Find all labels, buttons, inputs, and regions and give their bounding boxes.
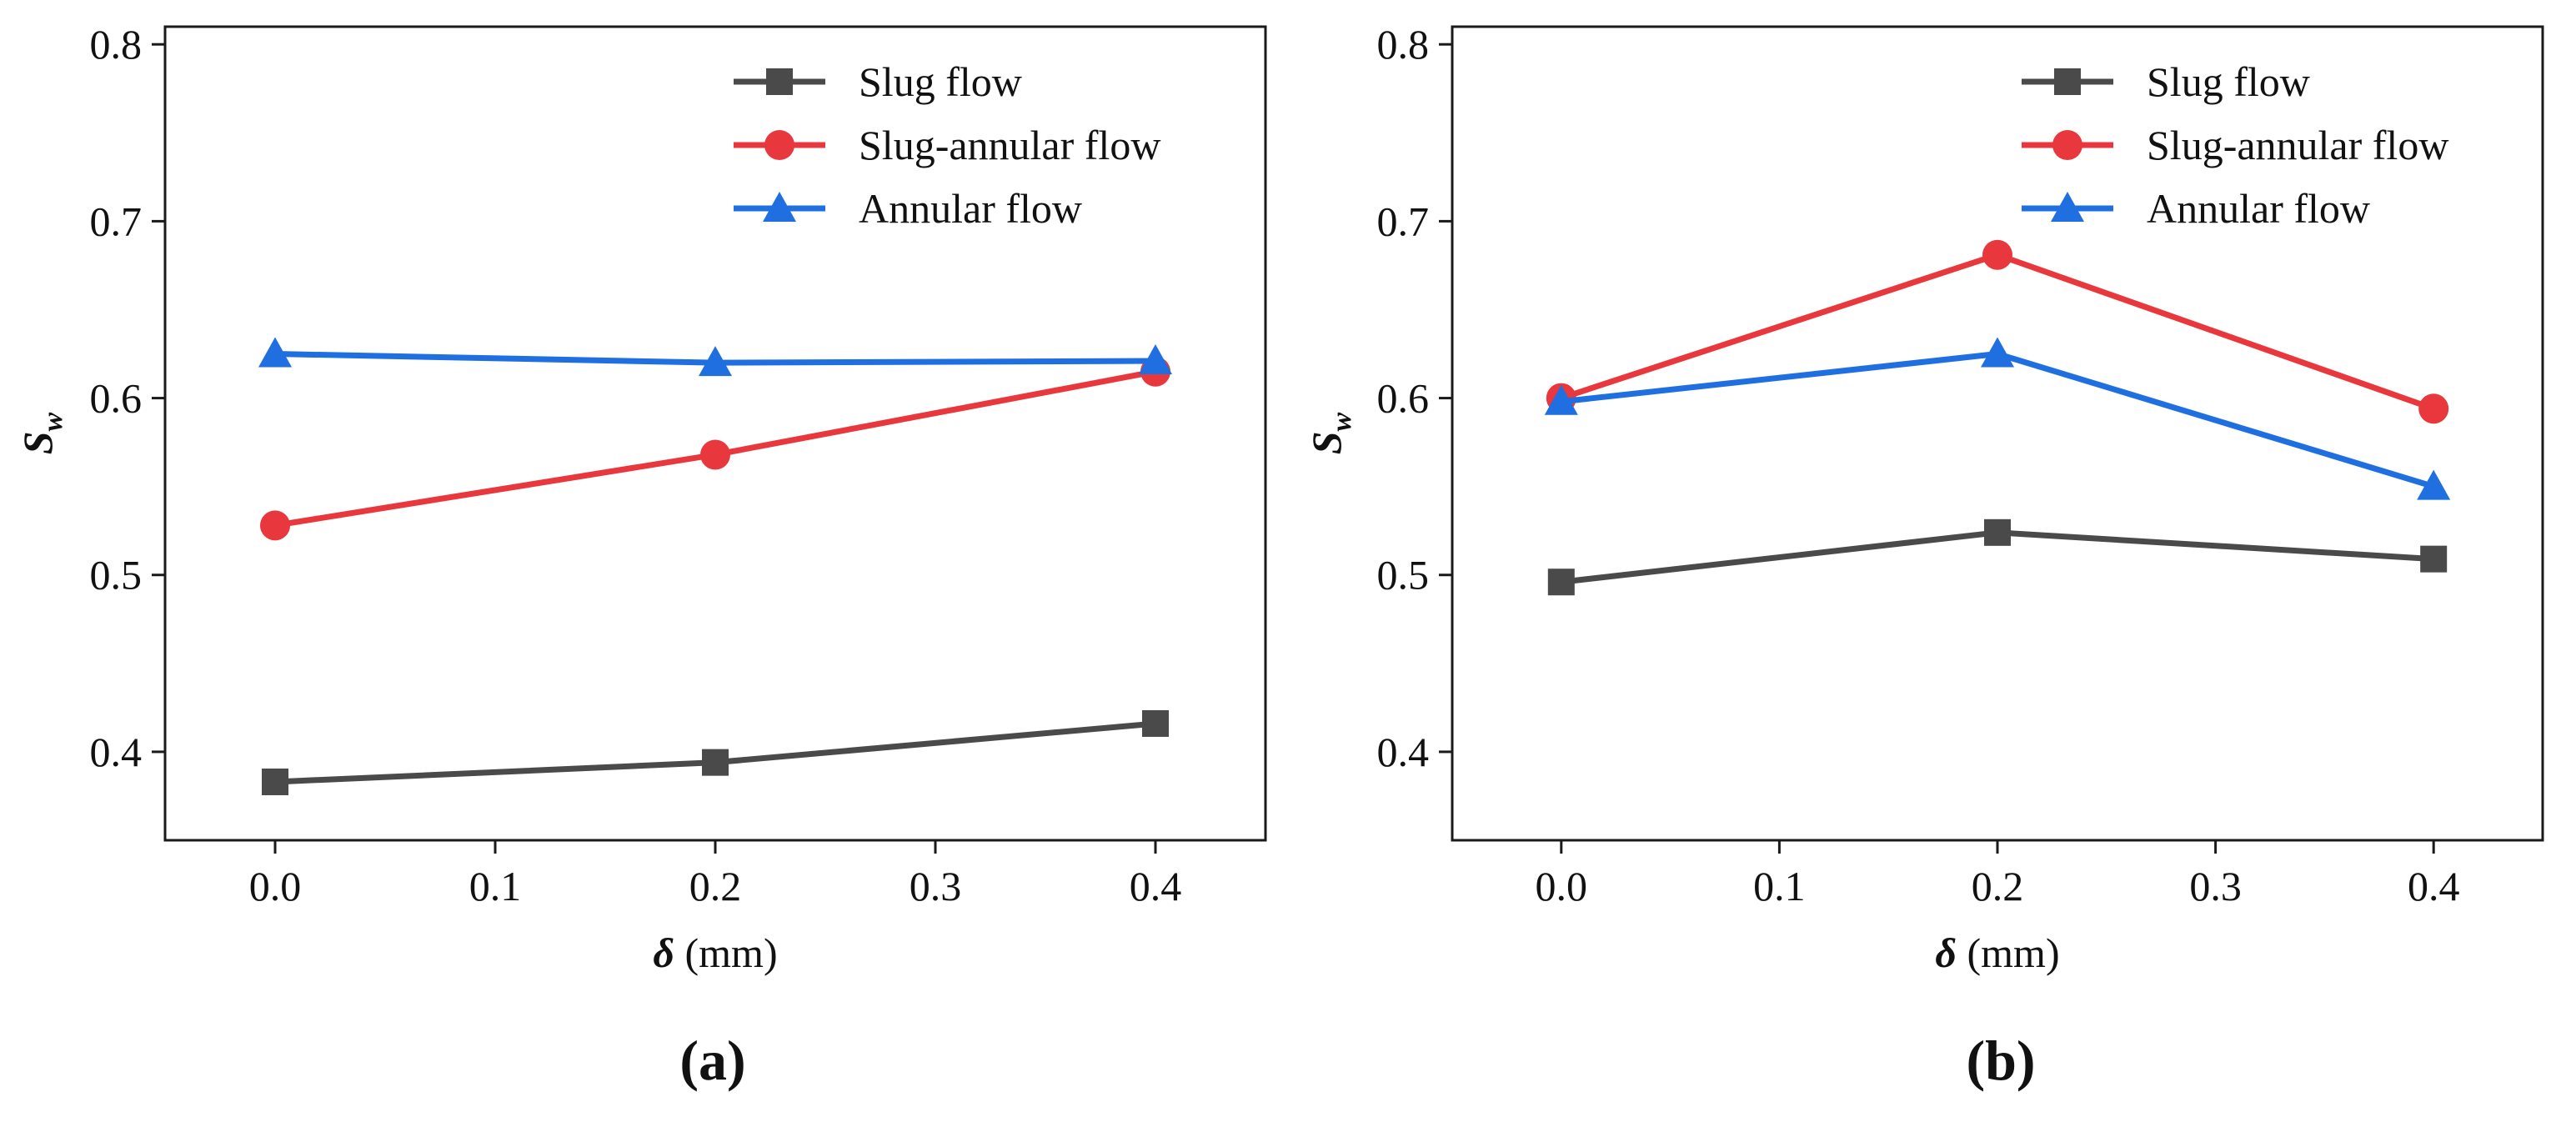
- legend-label: Slug-annular flow: [859, 122, 1160, 168]
- chart-panel-b: 0.0 0.1 0.2 0.3 0.4 0.4 0.5 0.6 0.7 0.8 δ (mm) Sw Sl…: [1303, 21, 2544, 976]
- legend-label: Annular flow: [2147, 185, 2370, 232]
- legend-marker: [2051, 192, 2084, 222]
- y-tick-label: 0.5: [90, 552, 143, 599]
- data-point: [262, 768, 288, 795]
- series-slug-flowa: [262, 709, 1169, 795]
- x-tick-label: 0.0: [1536, 863, 1588, 909]
- data-point: [699, 346, 732, 377]
- data-point: [2418, 393, 2449, 424]
- y-tick-label: 0.6: [1377, 375, 1430, 422]
- y-tick-label: 0.8: [1377, 21, 1430, 68]
- legend-marker: [763, 192, 796, 222]
- data-point: [2420, 545, 2448, 573]
- legend-label: Annular flow: [859, 185, 1082, 232]
- legend-entry: Slug flow: [2022, 58, 2310, 105]
- x-tick-label: 0.1: [469, 863, 522, 909]
- legend-label: Slug flow: [2147, 58, 2310, 105]
- data-point: [1981, 337, 2014, 368]
- y-tick-label: 0.8: [90, 21, 143, 68]
- series-line: [1561, 351, 2435, 490]
- data-point: [1142, 709, 1169, 737]
- data-point: [702, 749, 729, 776]
- x-tick-label: 0.0: [249, 863, 302, 909]
- x-tick-label: 0.4: [1130, 863, 1182, 909]
- series-annular-flowb: [1544, 337, 2451, 500]
- x-axis-title: δ (mm): [653, 929, 777, 976]
- series-slug-annular-flowb: [1546, 239, 2449, 424]
- x-tick-label: 0.3: [910, 863, 962, 909]
- y-tick-label: 0.4: [1377, 729, 1430, 775]
- legend-marker: [2052, 130, 2082, 160]
- data-point: [1982, 239, 2012, 270]
- data-point: [1544, 384, 1578, 415]
- series-slug-annular-flowa: [260, 356, 1170, 541]
- y-tick-label: 0.6: [90, 375, 143, 422]
- x-tick-label: 0.2: [689, 863, 742, 909]
- legend-label: Slug-annular flow: [2147, 122, 2448, 168]
- data-point: [258, 337, 292, 368]
- data-point: [2417, 469, 2451, 500]
- panel-label-b: (b): [1966, 1029, 2035, 1092]
- legend-entry: Slug flow: [734, 58, 1022, 105]
- legend-entry: Annular flow: [734, 185, 1082, 232]
- legend-entry: Annular flow: [2022, 185, 2370, 232]
- data-point: [700, 439, 730, 470]
- legend-marker: [2054, 68, 2081, 95]
- legend-entry: Slug-annular flow: [734, 122, 1160, 168]
- y-tick-label: 0.4: [90, 729, 143, 775]
- panel-label-a: (a): [679, 1029, 745, 1092]
- y-tick-label: 0.7: [1377, 198, 1430, 244]
- data-point: [1139, 344, 1172, 375]
- data-point: [260, 510, 290, 541]
- x-tick-label: 0.4: [2408, 863, 2460, 909]
- series-annular-flowa: [258, 337, 1172, 377]
- data-point: [1547, 569, 1575, 596]
- x-tick-label: 0.2: [1972, 863, 2024, 909]
- y-tick-label: 0.7: [90, 198, 143, 244]
- data-point: [1984, 518, 2011, 546]
- chart-panel-a: 0.0 0.1 0.2 0.3 0.4 0.4 0.5 0.6 0.7 0.8 δ (mm) Sw Sl…: [14, 21, 1267, 976]
- y-tick-label: 0.5: [1377, 552, 1430, 599]
- y-axis-title: Sw: [1303, 412, 1357, 454]
- y-axis-title: Sw: [14, 412, 68, 454]
- x-tick-label: 0.1: [1753, 863, 1806, 909]
- legend-marker: [764, 130, 794, 160]
- legend-marker: [766, 68, 793, 95]
- legend-entry: Slug-annular flow: [2022, 122, 2448, 168]
- x-tick-label: 0.3: [2189, 863, 2242, 909]
- legend-label: Slug flow: [859, 58, 1022, 105]
- x-axis-title: δ (mm): [1935, 929, 2059, 976]
- series-slug-flowb: [1547, 518, 2448, 596]
